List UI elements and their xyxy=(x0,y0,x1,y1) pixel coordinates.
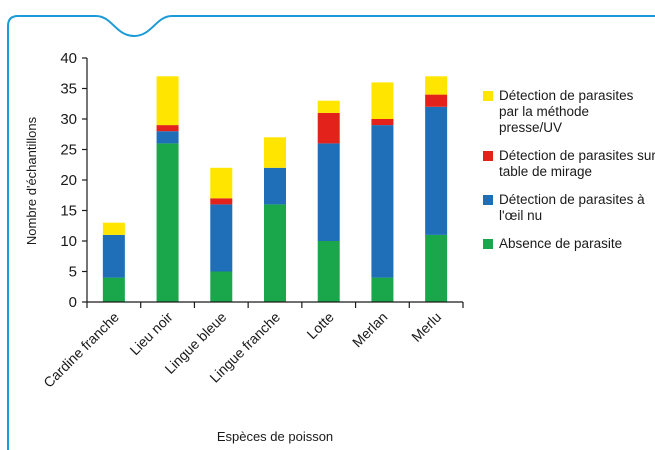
bar-segment-7-1 xyxy=(425,234,448,302)
y-tick-label: 10 xyxy=(60,233,77,250)
x-tick-label: Merlan xyxy=(349,309,391,351)
bar-segment-3-1 xyxy=(210,271,233,302)
bar-segment-6-1 xyxy=(371,277,394,302)
x-tick-label: Lieu noir xyxy=(126,309,176,359)
y-tick-label: 35 xyxy=(60,81,77,98)
bar-segment-4-1 xyxy=(264,204,286,302)
y-tick-label: 40 xyxy=(60,50,77,67)
bar-segment-6-2 xyxy=(371,125,394,278)
bar-segment-3-3 xyxy=(210,198,233,205)
legend-item: Détection de parasites sur table de mira… xyxy=(483,148,655,180)
bar-segment-2-3 xyxy=(156,125,179,132)
x-tick-label: Merlu xyxy=(408,309,444,345)
bar-segment-2-2 xyxy=(156,131,179,144)
legend-swatch xyxy=(483,239,493,249)
bar-segment-1-4 xyxy=(102,222,125,235)
bars-layer xyxy=(102,76,448,302)
bar-segment-4-2 xyxy=(264,167,286,205)
frame-border xyxy=(7,15,655,450)
bar-segment-5-2 xyxy=(317,143,340,241)
legend-label: Absence de parasite xyxy=(499,236,623,251)
bar-segment-2-4 xyxy=(156,76,179,126)
y-tick-label: 5 xyxy=(69,264,77,281)
bar-segment-3-4 xyxy=(210,167,233,199)
x-axis-label: Espèces de poisson xyxy=(217,429,333,444)
bar-segment-2-1 xyxy=(156,143,179,302)
legend-swatch xyxy=(483,195,493,205)
x-tick-label: Cardine franche xyxy=(40,309,122,391)
bar-segment-1-2 xyxy=(102,234,125,278)
bar-segment-6-4 xyxy=(371,82,394,119)
bar-segment-5-3 xyxy=(317,112,340,144)
bar-segment-1-1 xyxy=(102,277,125,302)
y-axis-label: Nombre d'échantillons xyxy=(24,116,39,245)
legend: Détection de parasites par la méthode pr… xyxy=(483,88,655,264)
axes-layer: 0 5 10 15 20 25 30 35 40 Cardine franche Lieu noir… xyxy=(40,50,464,391)
x-tick-label: Lotte xyxy=(304,309,337,342)
bar-segment-3-2 xyxy=(210,204,233,272)
legend-item: Absence de parasite xyxy=(483,236,653,252)
legend-item: Détection de parasites à l'œil nu xyxy=(483,192,655,224)
legend-label: Détection de parasites par la méthode pr… xyxy=(499,88,634,135)
y-tick-label: 0 xyxy=(69,294,77,311)
legend-swatch xyxy=(483,151,493,161)
bar-segment-5-1 xyxy=(317,241,340,302)
y-tick-label: 25 xyxy=(60,142,77,159)
legend-item: Détection de parasites par la méthode pr… xyxy=(483,88,647,136)
bar-segment-7-4 xyxy=(425,76,448,95)
bar-segment-7-3 xyxy=(425,94,448,107)
bar-segment-4-4 xyxy=(264,137,286,168)
legend-label: Détection de parasites sur table de mira… xyxy=(499,148,655,179)
legend-swatch xyxy=(483,91,493,101)
y-tick-label: 30 xyxy=(60,111,77,128)
y-tick-label: 20 xyxy=(60,172,77,189)
bar-segment-7-2 xyxy=(425,106,448,235)
bar-segment-5-4 xyxy=(317,100,340,113)
y-tick-label: 15 xyxy=(60,203,77,220)
legend-label: Détection de parasites à l'œil nu xyxy=(499,192,645,223)
bar-segment-6-3 xyxy=(371,119,394,126)
